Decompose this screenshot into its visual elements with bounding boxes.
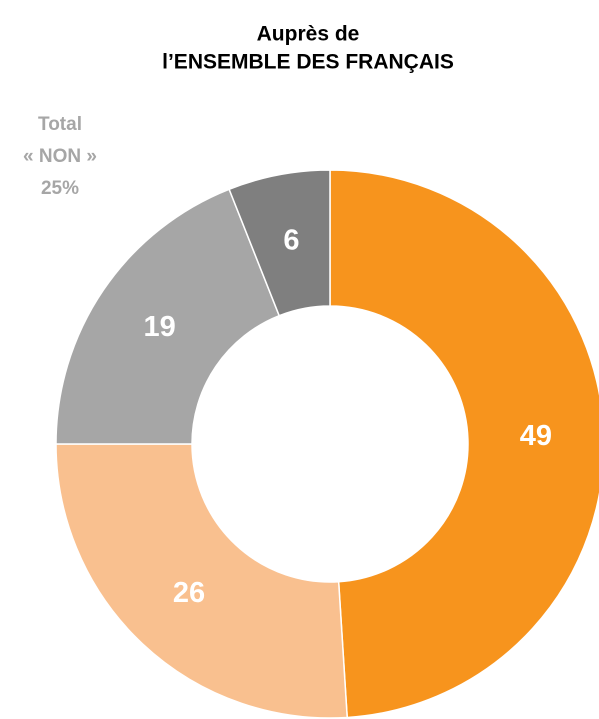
annotation: 25%	[41, 178, 79, 199]
donut-slice	[228, 169, 331, 317]
chart-title: Auprès de	[257, 23, 360, 46]
data-label: 6	[283, 224, 299, 256]
data-label: 49	[520, 420, 552, 452]
annotation: Total	[38, 114, 82, 135]
annotation: « NON »	[23, 146, 97, 167]
chart-title: l’ENSEMBLE DES FRANÇAIS	[162, 51, 454, 74]
data-label: 19	[143, 311, 175, 343]
donut-slice	[329, 169, 599, 719]
donut-slice	[55, 443, 349, 719]
donut-slice	[55, 188, 281, 445]
data-label: 26	[173, 577, 205, 609]
